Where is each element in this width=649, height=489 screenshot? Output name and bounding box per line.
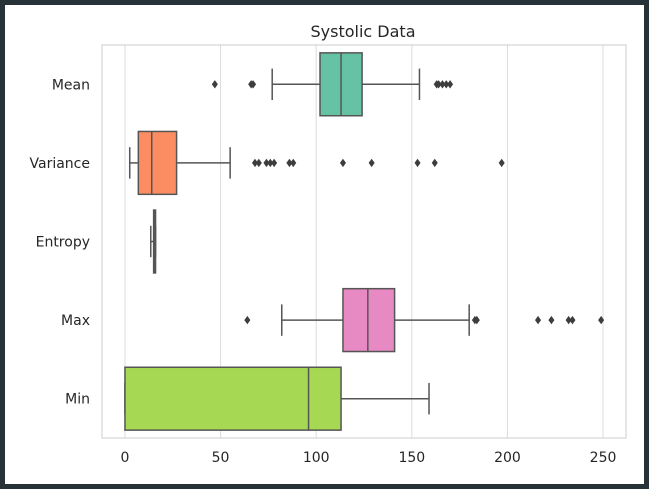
x-tick-label-150: 150 [398,450,425,466]
chart-frame: Systolic Data 0 50 100 150 200 250 Mean Varianc… [5,5,644,484]
outlier-max-5 [565,315,572,325]
outlier-variance-9 [414,158,421,168]
outlier-variance-10 [431,158,438,168]
box-group-entropy [150,209,157,274]
y-tick-label-min: Min [65,392,90,408]
box-max [342,287,396,353]
outlier-variance-1 [255,158,262,168]
outlier-max-7 [598,315,605,325]
y-tick-label-variance: Variance [30,156,90,172]
axes-layer: 0 50 100 150 200 250 Mean Variance Entropy Max Min [30,44,627,466]
boxes-layer [124,52,605,431]
outlier-max-4 [548,315,555,325]
outlier-variance-0 [251,158,259,168]
outlier-max-6 [569,315,576,325]
x-tick-label-0: 0 [120,450,129,466]
box-group-min [124,366,430,431]
outlier-mean-5 [439,80,446,89]
outlier-variance-4 [271,158,278,168]
outlier-max-0 [244,315,251,325]
x-tick-label-100: 100 [303,450,330,466]
boxplot-chart: Systolic Data 0 50 100 150 200 250 Mean Varianc… [30,22,627,466]
y-tick-label-entropy: Entropy [36,235,90,251]
box-min [124,366,342,431]
box-variance [137,130,178,196]
outlier-mean-0 [211,80,218,89]
plot-frame [101,44,627,439]
x-tick-label-200: 200 [494,450,521,466]
outlier-mean-7 [447,80,454,89]
outlier-mean-6 [443,80,450,89]
outlier-mean-2 [250,80,257,89]
y-tick-label-max: Max [61,313,90,329]
outlier-mean-4 [435,80,442,89]
x-tick-label-50: 50 [212,450,230,466]
chart-title: Systolic Data [311,22,416,41]
outlier-max-3 [535,315,542,325]
box-group-mean [211,52,454,117]
outlier-variance-6 [290,158,297,168]
outlier-variance-11 [498,158,505,168]
y-tick-label-mean: Mean [52,77,90,93]
x-tick-label-250: 250 [590,450,617,466]
outlier-variance-2 [263,158,270,168]
box-group-max [244,287,605,353]
outlier-variance-8 [368,158,375,168]
outlier-variance-7 [339,158,346,168]
outlier-variance-5 [286,158,293,168]
outlier-variance-3 [267,158,274,168]
outlier-max-2 [473,315,480,325]
box-group-variance [128,130,505,196]
